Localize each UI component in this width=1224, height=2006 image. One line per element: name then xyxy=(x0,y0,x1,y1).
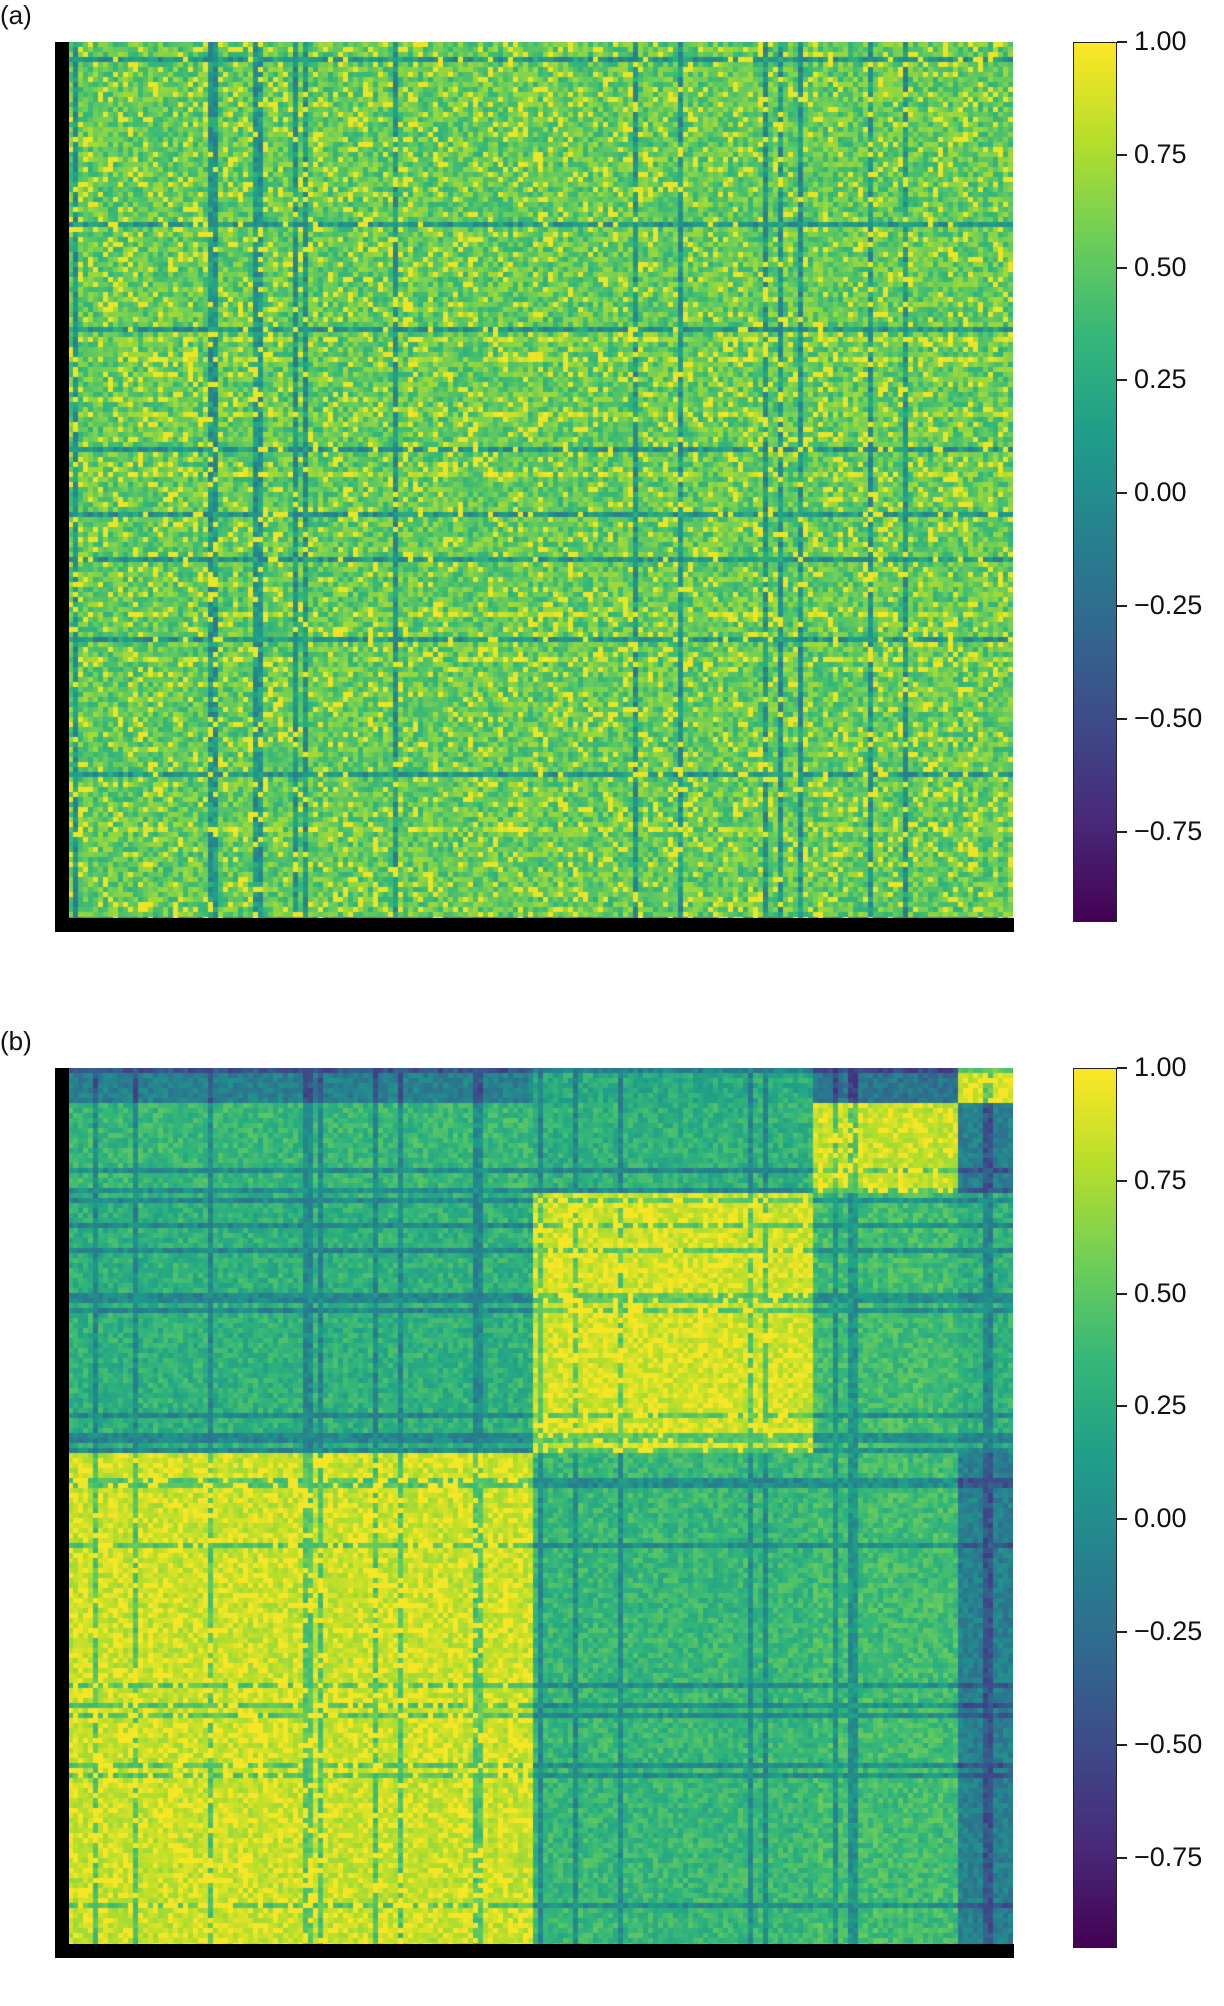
colorbar xyxy=(1073,1068,1117,1948)
colorbar-tick-label: 0.50 xyxy=(1134,251,1187,282)
colorbar-tick-mark xyxy=(1117,1292,1127,1295)
y-axis-bar xyxy=(55,1068,69,1958)
y-axis-bar xyxy=(55,42,69,932)
colorbar-tick-mark xyxy=(1117,1179,1127,1182)
colorbar-tick-mark xyxy=(1117,1405,1127,1408)
colorbar-tick-label: 0.25 xyxy=(1134,364,1187,395)
colorbar-tick-mark xyxy=(1117,492,1127,495)
colorbar-tick-label: −0.25 xyxy=(1134,590,1203,621)
colorbar-tick-label: 0.75 xyxy=(1134,1164,1187,1195)
heatmap-a-cells xyxy=(58,42,1013,922)
colorbar-tick-label: −0.25 xyxy=(1134,1616,1203,1647)
heatmap-a xyxy=(58,42,1013,922)
colorbar-tick-mark xyxy=(1117,1067,1127,1069)
colorbar-tick-label: 0.25 xyxy=(1134,1390,1187,1421)
panel-b: (b) 1.00 0.75 0.50 0.25 0.00 −0.25 −0.50 −0.75 xyxy=(0,1026,1224,2006)
colorbar-tick-mark xyxy=(1117,1518,1127,1521)
x-axis-bar xyxy=(64,1944,1014,1958)
colorbar-tick-mark xyxy=(1117,1631,1127,1634)
colorbar-tick-label: 0.50 xyxy=(1134,1277,1187,1308)
colorbar-tick-mark xyxy=(1117,153,1127,156)
colorbar xyxy=(1073,42,1117,922)
panel-label: (a) xyxy=(0,0,32,30)
colorbar-tick-label: 0.00 xyxy=(1134,1503,1187,1534)
colorbar-tick-label: −0.75 xyxy=(1134,815,1203,846)
x-axis-bar xyxy=(64,918,1014,932)
colorbar-tick-mark xyxy=(1117,830,1127,833)
colorbar-tick-mark xyxy=(1117,605,1127,608)
colorbar-tick-label: 0.75 xyxy=(1134,138,1187,169)
colorbar-tick-label: −0.50 xyxy=(1134,1728,1203,1759)
panel-label: (b) xyxy=(0,1026,32,1056)
colorbar-tick-label: −0.50 xyxy=(1134,702,1203,733)
colorbar-tick-mark xyxy=(1117,41,1127,43)
colorbar-tick-mark xyxy=(1117,717,1127,720)
colorbar-tick-mark xyxy=(1117,1856,1127,1859)
colorbar-tick-label: 0.00 xyxy=(1134,477,1187,508)
heatmap-b xyxy=(58,1068,1013,1948)
heatmap-b-cells xyxy=(58,1068,1013,1948)
colorbar-tick-mark xyxy=(1117,266,1127,269)
colorbar-tick-label: 1.00 xyxy=(1134,26,1187,56)
colorbar-tick-mark xyxy=(1117,1743,1127,1746)
panel-a: (a) 1.00 0.75 0.50 0.25 0.00 −0.25 −0.50 −0.75 xyxy=(0,0,1224,980)
colorbar-tick-mark xyxy=(1117,379,1127,382)
colorbar-tick-label: −0.75 xyxy=(1134,1841,1203,1872)
colorbar-tick-label: 1.00 xyxy=(1134,1052,1187,1082)
